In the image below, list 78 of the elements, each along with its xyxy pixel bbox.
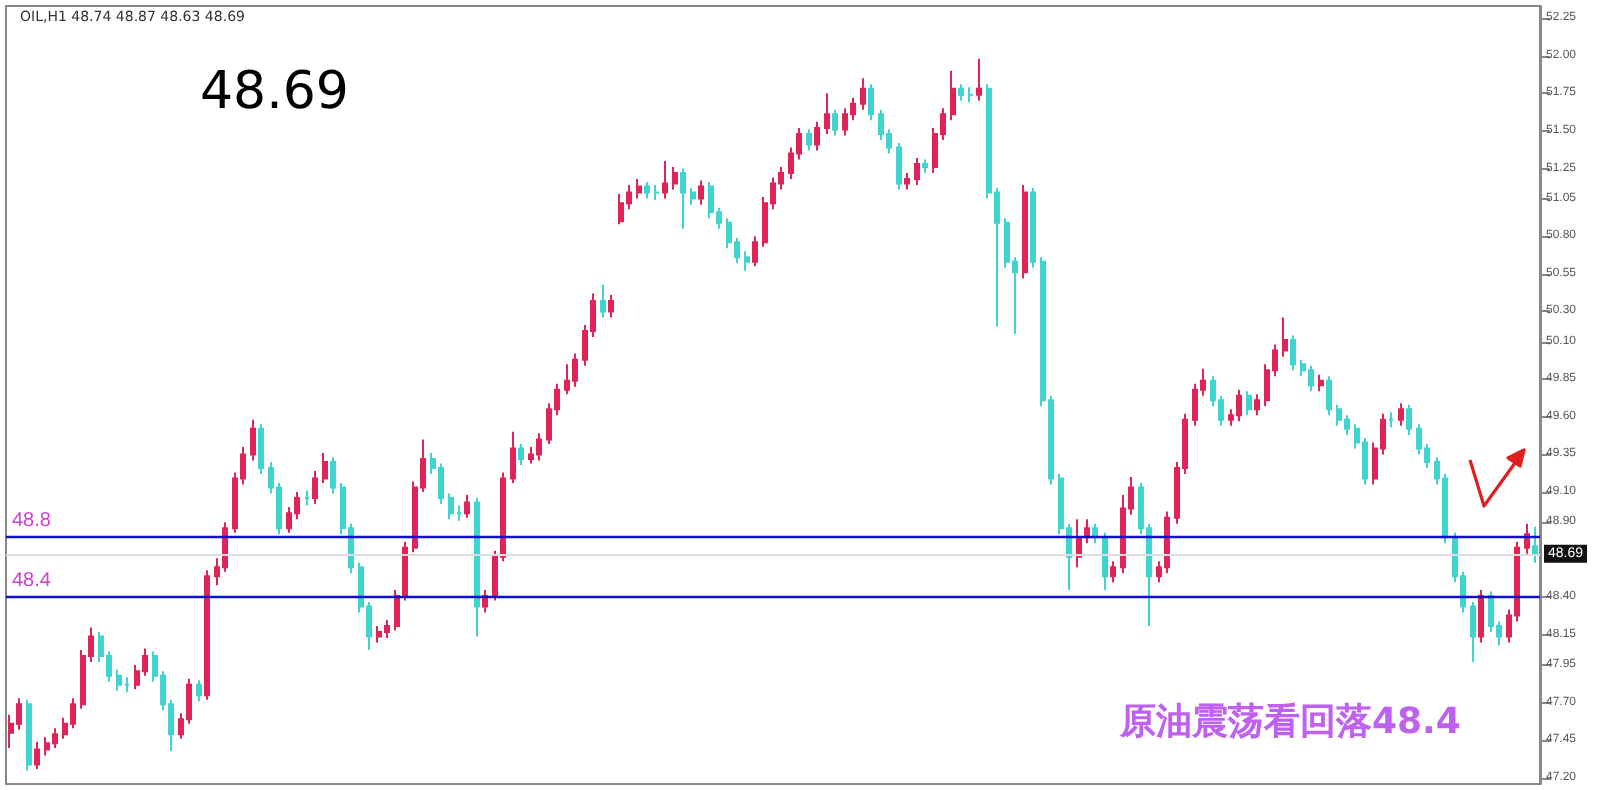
candlestick [1470, 600, 1476, 664]
candlestick [1022, 184, 1028, 280]
candlestick [330, 456, 336, 495]
candlestick [116, 668, 122, 692]
candlestick [1524, 522, 1530, 555]
candlestick [824, 92, 830, 135]
candlestick [384, 618, 390, 640]
ref-line-label: 48.8 [12, 510, 52, 533]
candlestick [572, 352, 578, 388]
candlestick [124, 676, 130, 694]
candlestick [258, 423, 264, 475]
candlestick [914, 156, 920, 187]
candlestick [698, 179, 704, 206]
candlestick [1290, 334, 1296, 372]
candlestick [752, 235, 758, 268]
candlestick [618, 193, 624, 226]
annotation: 原油震荡看回落48.4 [1118, 701, 1461, 743]
candlestick [322, 451, 328, 485]
candlestick [1084, 518, 1090, 545]
candlestick [474, 497, 480, 638]
candlestick [662, 160, 668, 200]
candlestick [896, 141, 902, 191]
candlestick [654, 184, 660, 202]
candlestick [304, 489, 310, 507]
candlestick [806, 128, 812, 152]
candlestick [1532, 525, 1538, 564]
candlestick [968, 86, 974, 104]
candlestick [1092, 522, 1098, 545]
candlestick [680, 167, 686, 230]
candlestick [536, 432, 542, 462]
candlestick [1406, 403, 1412, 436]
candlestick [196, 679, 202, 703]
candlestick [1388, 411, 1394, 429]
candlestick [1030, 187, 1036, 269]
candlestick [1336, 403, 1342, 427]
candlestick [644, 181, 650, 200]
candlestick [34, 740, 40, 770]
candlestick [1102, 531, 1108, 591]
candlestick [600, 283, 606, 319]
candlestick [312, 469, 318, 506]
candlestick [510, 430, 516, 485]
candlestick [958, 83, 964, 102]
candlestick [950, 69, 956, 122]
candlestick [832, 108, 838, 137]
candlestick [608, 293, 614, 319]
candlestick [1478, 588, 1484, 644]
candlestick [690, 187, 696, 206]
candlestick [814, 120, 820, 152]
candlestick [464, 494, 470, 519]
candlestick [1236, 388, 1242, 423]
candlestick [868, 83, 874, 122]
candlestick [1308, 364, 1314, 393]
candlestick [26, 698, 32, 772]
ref-line-label: 48.4 [12, 570, 52, 593]
candlestick [1398, 402, 1404, 427]
candlestick [976, 57, 982, 102]
candlestick [636, 178, 642, 200]
candlestick [448, 492, 454, 521]
candlestick [744, 250, 750, 272]
candlestick [1246, 390, 1252, 417]
candlestick [1076, 518, 1082, 569]
candlestick [204, 569, 210, 701]
candlestick [860, 77, 866, 111]
candlestick [44, 736, 50, 757]
candlestick [376, 624, 382, 644]
candlestick [52, 727, 58, 749]
candlestick [1254, 393, 1260, 417]
candlestick [1326, 375, 1332, 417]
candlestick [922, 158, 928, 175]
candlestick [1110, 560, 1116, 584]
candlestick [1164, 510, 1170, 575]
candlestick [1318, 373, 1324, 393]
candlestick [518, 442, 524, 466]
candlestick [250, 418, 256, 462]
candlestick [1282, 316, 1288, 358]
candlestick [672, 166, 678, 191]
text: 48.69 [200, 62, 349, 122]
candlestick [904, 172, 910, 191]
